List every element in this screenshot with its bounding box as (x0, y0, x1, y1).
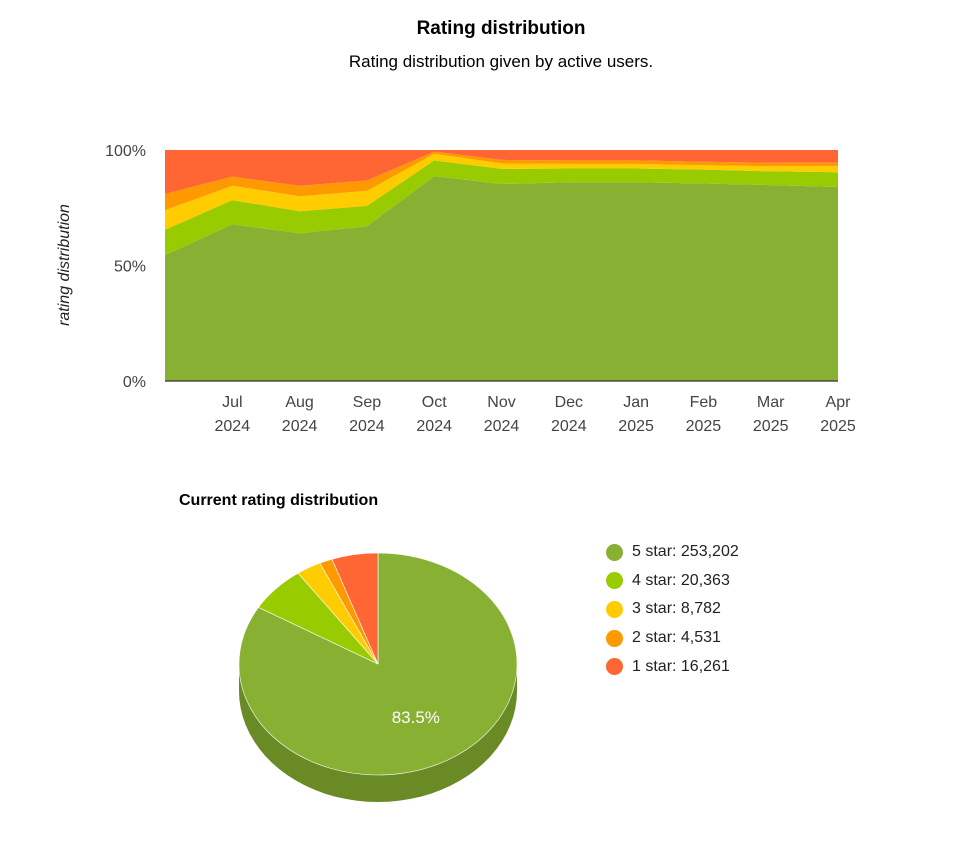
x-tick-label-year: 2024 (282, 418, 318, 435)
x-tick-label-year: 2025 (820, 418, 856, 435)
y-axis-title: rating distribution (56, 204, 73, 326)
legend-marker-4-star (606, 572, 623, 590)
pie-slice-1-star (331, 552, 379, 665)
pie-side-5-star (239, 664, 517, 802)
x-tick-label: Sep (353, 394, 382, 411)
x-tick-label: Dec (555, 394, 583, 411)
legend-label-5-star: 5 star: 253,202 (632, 543, 739, 561)
area-series-5-star (165, 176, 838, 381)
legend-item-4-star[interactable]: 4 star: 20,363 (606, 567, 739, 596)
x-tick-label: Jul (222, 394, 242, 411)
y-tick-label: 0% (123, 374, 146, 391)
x-tick-label-year: 2024 (416, 418, 452, 435)
legend-label-3-star: 3 star: 8,782 (632, 600, 721, 618)
x-tick-label: Mar (757, 394, 785, 411)
legend-marker-5-star (606, 543, 623, 561)
legend-marker-3-star (606, 600, 623, 618)
legend-item-3-star[interactable]: 3 star: 8,782 (606, 595, 739, 624)
pie-legend: 5 star: 253,202 4 star: 20,363 3 star: 8… (606, 538, 739, 681)
legend-marker-2-star (606, 629, 623, 647)
x-tick-label-year: 2024 (349, 418, 385, 435)
pie-data-label: 83.5% (392, 708, 440, 727)
x-tick-label: Jan (623, 394, 649, 411)
x-tick-label-year: 2025 (753, 418, 789, 435)
x-tick-label: Nov (487, 394, 515, 411)
area-series-3-star (165, 153, 838, 230)
x-tick-label: Feb (690, 394, 718, 411)
x-tick-label: Apr (826, 394, 852, 411)
area-series-4-star (165, 160, 838, 256)
x-tick-label-year: 2025 (618, 418, 654, 435)
chart-subtitle: Rating distribution given by active user… (348, 52, 654, 71)
pie-title: Current rating distribution (179, 492, 379, 509)
legend-item-2-star[interactable]: 2 star: 4,531 (606, 624, 739, 653)
area-series-1-star (165, 150, 838, 194)
legend-label-1-star: 1 star: 16,261 (632, 657, 730, 675)
x-tick-label: Aug (285, 394, 313, 411)
area-series-2-star (165, 151, 838, 211)
legend-item-5-star[interactable]: 5 star: 253,202 (606, 538, 739, 567)
x-tick-label-year: 2024 (551, 418, 587, 435)
legend-label-2-star: 2 star: 4,531 (632, 629, 721, 647)
x-tick-label-year: 2025 (686, 418, 722, 435)
x-tick-label-year: 2024 (484, 418, 520, 435)
legend-label-4-star: 4 star: 20,363 (632, 571, 730, 589)
legend-marker-1-star (606, 658, 623, 676)
y-tick-label: 50% (114, 259, 146, 276)
x-tick-label: Oct (422, 394, 447, 411)
x-tick-label-year: 2024 (215, 418, 251, 435)
y-tick-label: 100% (105, 143, 146, 160)
chart-title: Rating distribution (416, 18, 586, 39)
legend-item-1-star[interactable]: 1 star: 16,261 (606, 652, 739, 681)
